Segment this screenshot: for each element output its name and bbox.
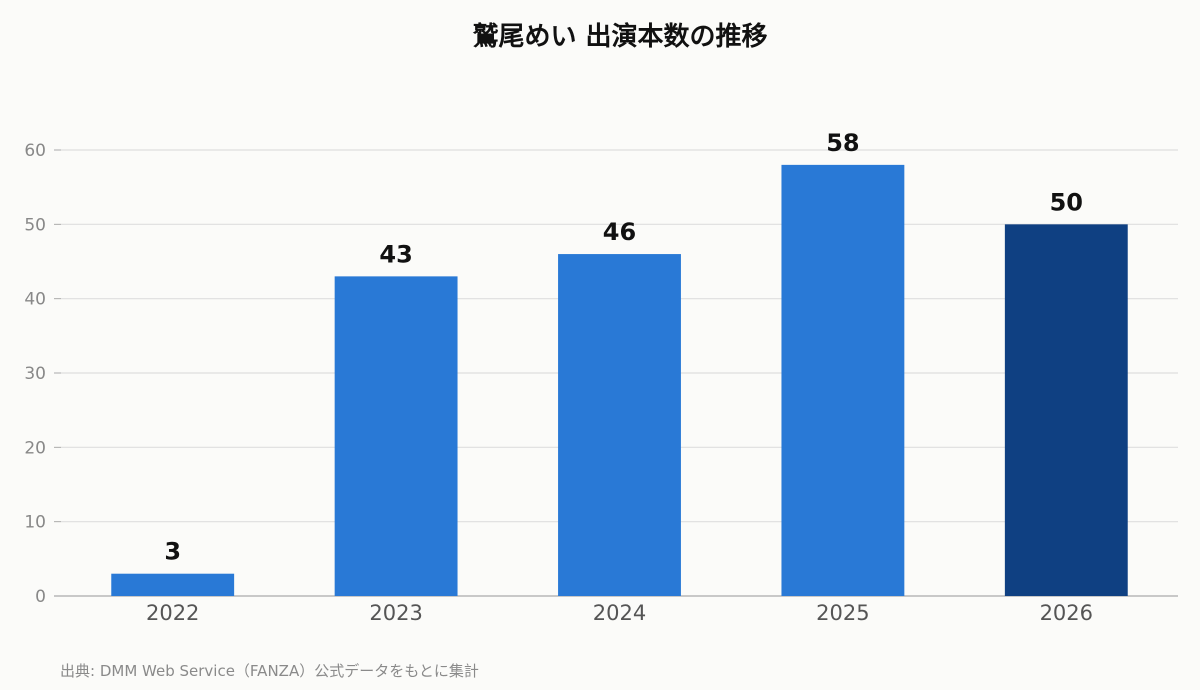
y-tick-label: 10: [24, 513, 46, 533]
x-axis: 2022 2023 2024 2025 2026: [146, 601, 1093, 625]
x-tick-label-2026: 2026: [1040, 601, 1093, 625]
data-labels: 3 43 46 58 50: [164, 129, 1083, 566]
y-tick-label: 20: [24, 438, 46, 458]
y-tick-label: 50: [24, 215, 46, 235]
y-tick-label: 30: [24, 364, 46, 384]
y-tick-label: 40: [24, 290, 46, 310]
x-tick-label-2025: 2025: [816, 601, 869, 625]
chart-title: 鷲尾めい 出演本数の推移: [472, 22, 768, 52]
data-label-2026: 50: [1050, 188, 1083, 216]
y-tick-label: 60: [24, 141, 46, 161]
data-label-2024: 46: [603, 218, 636, 246]
x-tick-label-2024: 2024: [593, 601, 646, 625]
data-label-2023: 43: [379, 240, 412, 268]
bar-2023: [334, 276, 458, 596]
x-tick-label-2023: 2023: [369, 601, 422, 625]
bar-2024: [558, 254, 681, 597]
bars: [111, 164, 1128, 597]
y-tick-label: 0: [35, 587, 46, 607]
source-note: 出典: DMM Web Service（FANZA）公式データをもとに集計: [60, 662, 479, 680]
bar-2025: [781, 164, 905, 596]
bar-2022: [111, 573, 235, 596]
data-label-2025: 58: [826, 129, 859, 157]
x-tick-label-2022: 2022: [146, 601, 199, 625]
data-label-2022: 3: [164, 538, 181, 566]
bar-2026: [1004, 224, 1128, 597]
